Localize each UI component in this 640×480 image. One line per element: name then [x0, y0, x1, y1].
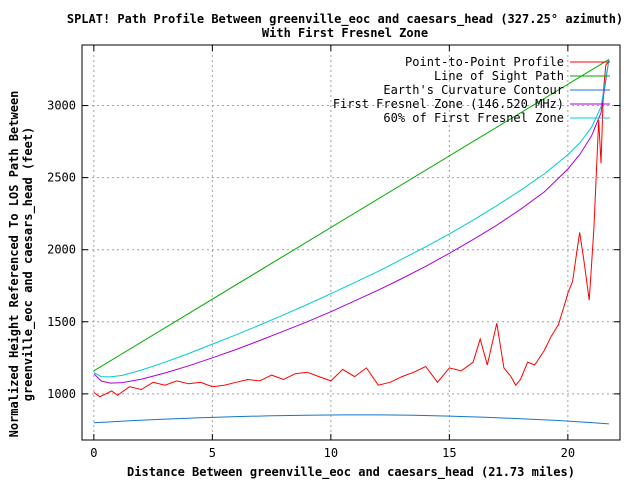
y-tick-label: 1000: [47, 387, 76, 401]
grid: [82, 45, 620, 440]
legend-label: Earth's Curvature Contour: [383, 83, 564, 97]
series-line: [93, 59, 610, 378]
y-tick-label: 3000: [47, 99, 76, 113]
chart-title: SPLAT! Path Profile Between greenville_e…: [67, 12, 623, 27]
x-tick-label: 10: [324, 446, 338, 460]
y-tick-label: 1500: [47, 315, 76, 329]
legend-label: Line of Sight Path: [434, 69, 564, 83]
y-tick-label: 2500: [47, 171, 76, 185]
series-layer: [93, 58, 610, 425]
series-line: [93, 59, 610, 384]
plot-border: [81, 44, 621, 441]
legend-label: First Fresnel Zone (146.520 MHz): [333, 97, 564, 111]
tick-layer: 0 5 10 15 20 1000 1500 2000 2500 3000: [47, 45, 620, 460]
y-axis-label-line2: greenville_eoc and caesars_head (feet): [21, 127, 36, 402]
y-axis-label-line1: Normalized Height Referenced To LOS Path…: [7, 91, 21, 438]
x-tick-label: 20: [561, 446, 575, 460]
chart-subtitle: With First Fresnel Zone: [262, 26, 428, 40]
x-tick-label: 0: [90, 446, 97, 460]
x-axis-label: Distance Between greenville_eoc and caes…: [127, 465, 575, 480]
x-tick-label: 5: [209, 446, 216, 460]
y-tick-label: 2000: [47, 243, 76, 257]
series-line: [93, 58, 610, 372]
x-tick-label: 15: [442, 446, 456, 460]
legend-label: Point-to-Point Profile: [405, 55, 564, 69]
series-line: [93, 60, 610, 398]
legend-label: 60% of First Fresnel Zone: [383, 111, 564, 125]
series-line: [93, 414, 609, 425]
